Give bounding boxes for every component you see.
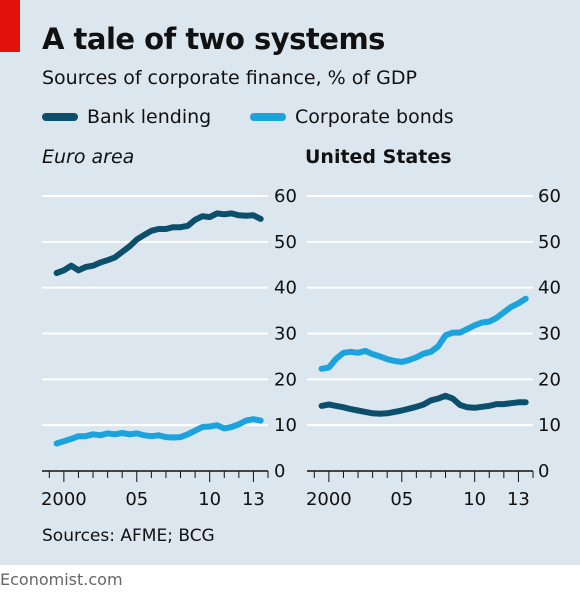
x-tick-label-united-states: 2000 xyxy=(306,489,352,510)
y-tick-label-united-states: 40 xyxy=(538,278,561,299)
panel-title-euro-area: Euro area xyxy=(42,146,134,168)
y-tick-label-euro-area: 30 xyxy=(274,324,297,345)
brand-footer: Economist.com xyxy=(0,570,123,589)
legend-label-corporate-bonds: Corporate bonds xyxy=(295,106,454,128)
series-line-corporate-bonds-euro-area xyxy=(53,416,264,447)
chart-svg: Euro area 0 10 20 30 40 50 60 2000 05 10 13 United S… xyxy=(41,146,561,510)
y-tick-label-euro-area: 10 xyxy=(274,415,297,436)
legend-swatch-bank-lending xyxy=(42,113,78,121)
y-tick-label-euro-area: 0 xyxy=(274,461,285,482)
y-tick-label-united-states: 30 xyxy=(538,324,561,345)
x-tick-label-united-states: 05 xyxy=(390,489,413,510)
series-line-bank-lending-united-states xyxy=(318,392,529,417)
legend-swatch-corporate-bonds xyxy=(250,113,286,121)
x-tick-label-united-states: 13 xyxy=(507,489,530,510)
y-tick-label-euro-area: 50 xyxy=(274,232,297,253)
y-tick-label-euro-area: 60 xyxy=(274,186,297,207)
x-tick-label-united-states: 10 xyxy=(463,489,486,510)
chart-title: A tale of two systems xyxy=(42,22,385,56)
y-tick-label-united-states: 50 xyxy=(538,232,561,253)
chart-subtitle: Sources of corporate finance, % of GDP xyxy=(42,67,417,89)
series-line-bank-lending-euro-area xyxy=(53,210,264,276)
brand-red-tab xyxy=(0,0,20,52)
x-tick-label-euro-area: 05 xyxy=(125,489,148,510)
legend-item-bank-lending: Bank lending xyxy=(42,104,211,130)
y-tick-label-euro-area: 40 xyxy=(274,278,297,299)
x-tick-label-euro-area: 10 xyxy=(198,489,221,510)
panel-title-united-states: United States xyxy=(305,146,452,168)
x-tick-label-euro-area: 2000 xyxy=(41,489,87,510)
y-tick-label-euro-area: 20 xyxy=(274,369,297,390)
y-tick-label-united-states: 20 xyxy=(538,369,561,390)
x-tick-label-euro-area: 13 xyxy=(242,489,265,510)
y-tick-label-united-states: 60 xyxy=(538,186,561,207)
legend-item-corporate-bonds: Corporate bonds xyxy=(250,104,454,130)
legend-label-bank-lending: Bank lending xyxy=(87,106,212,128)
series-line-corporate-bonds-united-states xyxy=(318,295,529,372)
source-note: Sources: AFME; BCG xyxy=(42,526,215,546)
y-tick-label-united-states: 10 xyxy=(538,415,561,436)
y-tick-label-united-states: 0 xyxy=(538,461,549,482)
